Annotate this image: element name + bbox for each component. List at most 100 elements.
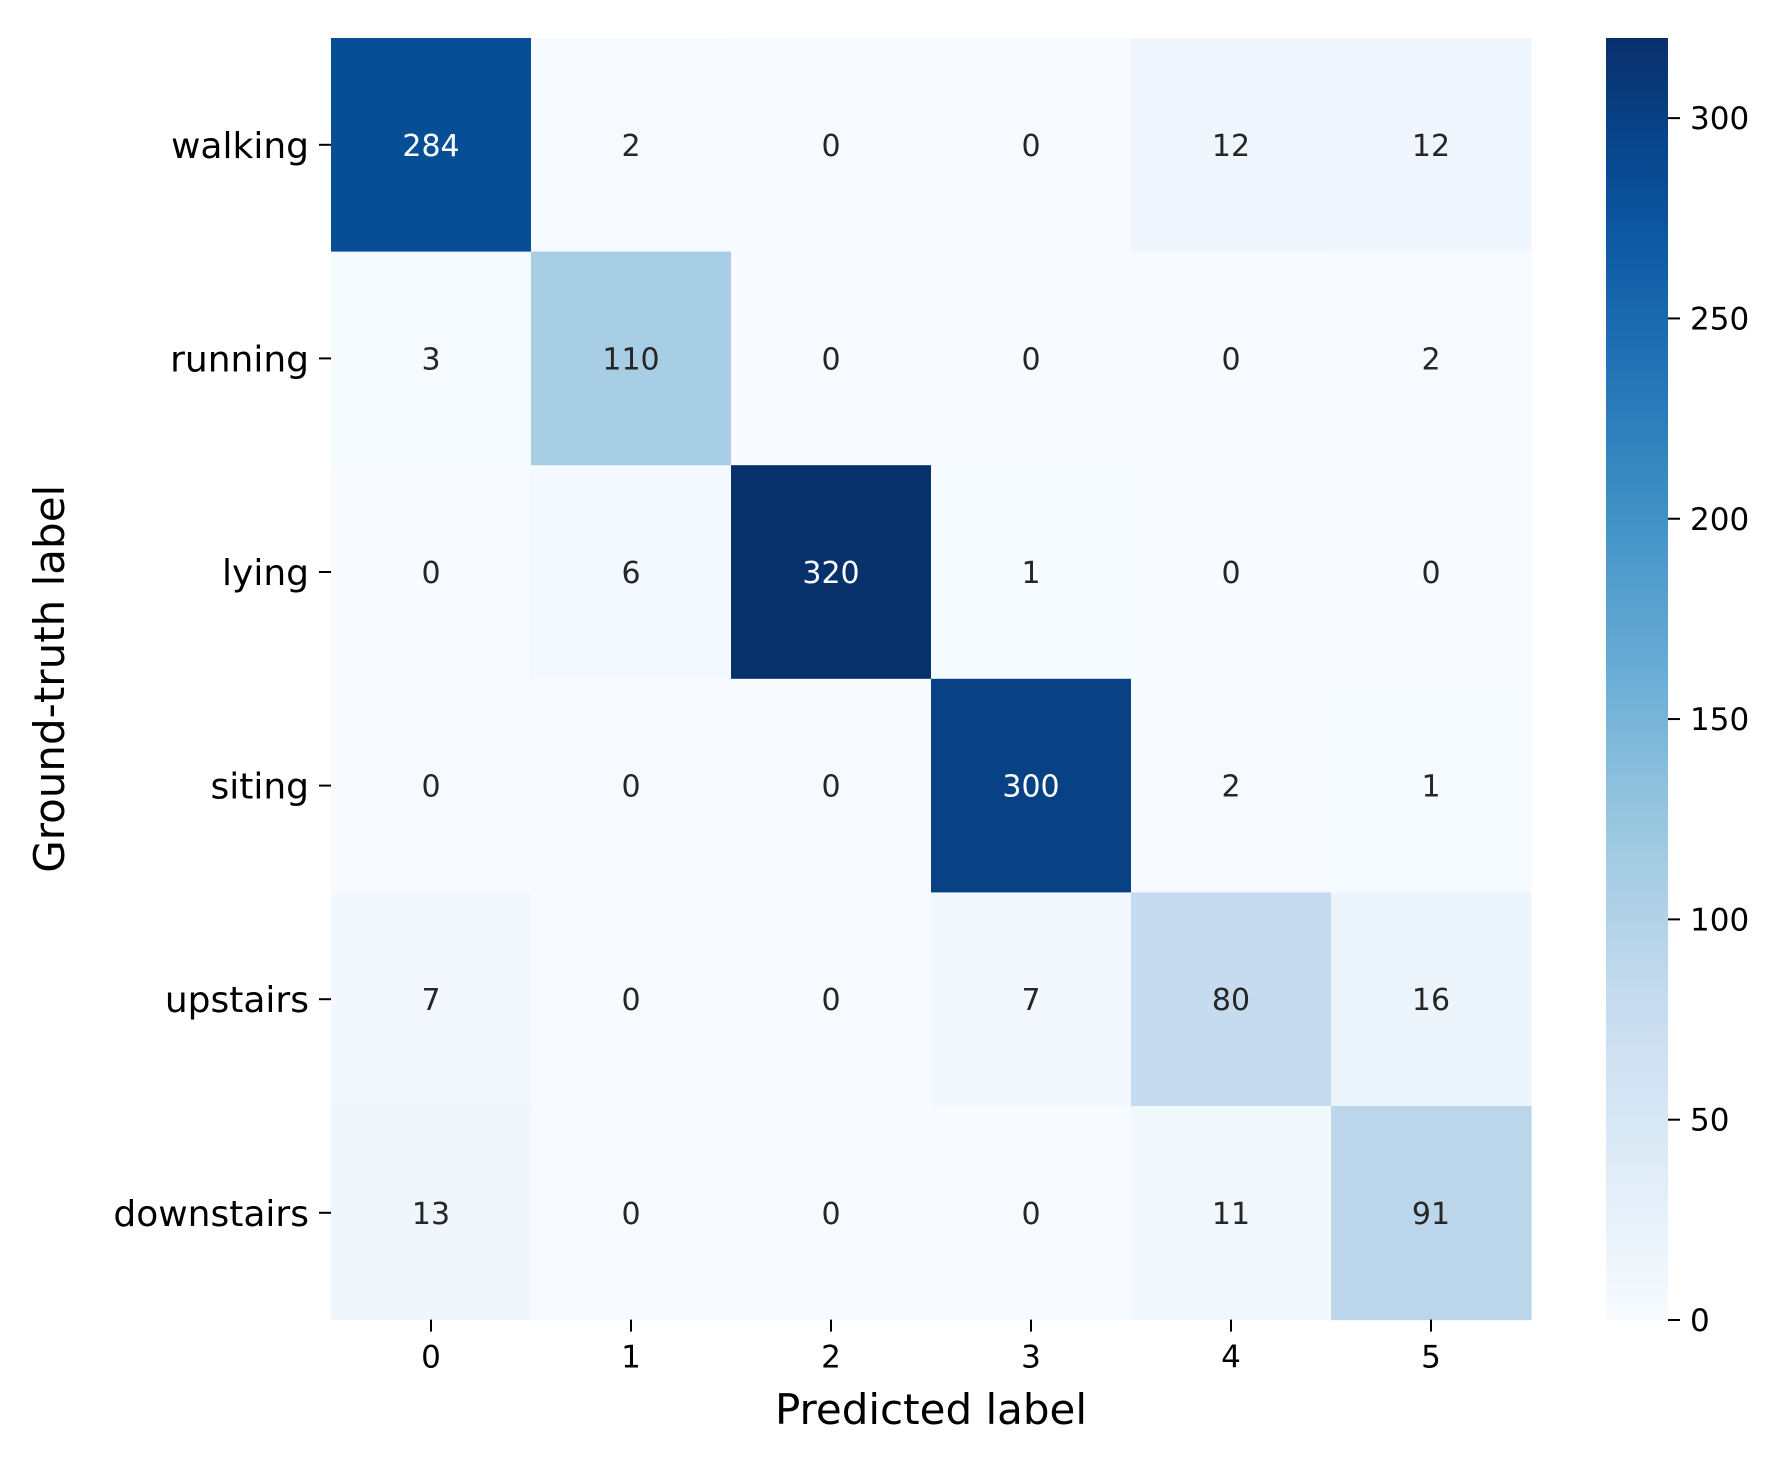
cell-value-label: 0 [821, 983, 840, 1018]
cell-value-label: 0 [821, 1197, 840, 1232]
heatmap-cell [931, 465, 1132, 680]
heatmap-cell [931, 892, 1132, 1107]
cell-value-label: 320 [802, 556, 859, 591]
heatmap-cell [1131, 678, 1332, 893]
heatmap-cell [1331, 38, 1532, 253]
heatmap-cell [731, 678, 932, 893]
cell-value-label: 91 [1412, 1197, 1450, 1232]
heatmap-annotations: 284 2 0 0 12 123 110 0 0 0 20 6 320 1 0 00 0 0 300 2 17 0 0 7 80… [402, 129, 1450, 1232]
colorbar-tick-label: 0 [1690, 1303, 1710, 1339]
cell-value-label: 16 [1412, 983, 1450, 1018]
colorbar-tick-label: 200 [1690, 502, 1749, 538]
heatmap-cell [1331, 678, 1532, 893]
cell-value-label: 0 [621, 770, 640, 805]
x-tick-label: 3 [1021, 1340, 1041, 1376]
cell-value-label: 13 [412, 1197, 450, 1232]
heatmap-cell [931, 1106, 1132, 1321]
cell-value-label: 80 [1212, 983, 1250, 1018]
y-tick-label: lying [222, 553, 309, 594]
cell-value-label: 11 [1212, 1197, 1250, 1232]
heatmap-cell [931, 38, 1132, 253]
x-tick-label: 0 [421, 1340, 441, 1376]
y-axis-ticks: walking running lying siting upstairs downsta… [113, 126, 331, 1235]
heatmap-cell [1131, 251, 1332, 466]
heatmap-cell [731, 892, 932, 1107]
heatmap-cell [931, 251, 1132, 466]
heatmap-cell [531, 465, 732, 680]
heatmap-cell [1131, 1106, 1332, 1321]
heatmap-cell [931, 678, 1132, 893]
heatmap-cell [1131, 892, 1332, 1107]
colorbar-tick-label: 250 [1690, 301, 1749, 337]
heatmap-cell [531, 678, 732, 893]
heatmap-cell [731, 251, 932, 466]
x-tick-label: 1 [621, 1340, 641, 1376]
cell-value-label: 0 [1021, 129, 1040, 164]
heatmap-cell [1131, 38, 1332, 253]
cell-value-label: 12 [1412, 129, 1450, 164]
heatmap-cell [331, 892, 532, 1107]
cell-value-label: 300 [1002, 770, 1059, 805]
x-axis-label: Predicted label [775, 1385, 1087, 1434]
x-tick-label: 5 [1421, 1340, 1441, 1376]
cell-value-label: 0 [1221, 342, 1240, 377]
heatmap-cell [331, 1106, 532, 1321]
colorbar-tick-label: 100 [1690, 902, 1749, 938]
colorbar [1606, 38, 1668, 1320]
heatmap-cell [1331, 1106, 1532, 1321]
cell-value-label: 284 [402, 129, 459, 164]
cell-value-label: 0 [821, 770, 840, 805]
y-tick-label: upstairs [165, 980, 309, 1021]
cell-value-label: 0 [621, 1197, 640, 1232]
heatmap-cells [331, 38, 1532, 1321]
cell-value-label: 2 [1221, 770, 1240, 805]
heatmap-cell [531, 38, 732, 253]
cell-value-label: 0 [1421, 556, 1440, 591]
cell-value-label: 0 [821, 129, 840, 164]
heatmap-cell [331, 678, 532, 893]
heatmap-cell [1331, 465, 1532, 680]
cell-value-label: 12 [1212, 129, 1250, 164]
heatmap-cell [531, 892, 732, 1107]
colorbar-tick-label: 150 [1690, 702, 1749, 738]
cell-value-label: 1 [1421, 770, 1440, 805]
cell-value-label: 2 [621, 129, 640, 164]
colorbar-ticks: 0 50 100 150 200 250 300 [1668, 101, 1749, 1339]
y-tick-label: siting [210, 767, 309, 808]
y-tick-label: downstairs [113, 1194, 309, 1235]
heatmap-cell [331, 251, 532, 466]
cell-value-label: 7 [1021, 983, 1040, 1018]
heatmap-cell [731, 465, 932, 680]
cell-value-label: 0 [1021, 1197, 1040, 1232]
colorbar-tick-label: 50 [1690, 1103, 1729, 1139]
x-tick-label: 4 [1221, 1340, 1241, 1376]
cell-value-label: 0 [621, 983, 640, 1018]
y-axis-label: Ground-truth label [25, 485, 74, 873]
heatmap-cell [1331, 892, 1532, 1107]
cell-value-label: 110 [602, 342, 659, 377]
y-tick-label: walking [171, 126, 309, 167]
cell-value-label: 0 [821, 342, 840, 377]
heatmap-cell [731, 38, 932, 253]
heatmap-cell [531, 251, 732, 466]
cell-value-label: 7 [421, 983, 440, 1018]
heatmap-cell [731, 1106, 932, 1321]
cell-value-label: 0 [1021, 342, 1040, 377]
cell-value-label: 3 [421, 342, 440, 377]
cell-value-label: 0 [421, 556, 440, 591]
heatmap-cell [531, 1106, 732, 1321]
cell-value-label: 0 [1221, 556, 1240, 591]
heatmap-cell [1331, 251, 1532, 466]
x-axis-ticks: 0 1 2 3 4 5 [421, 1319, 1441, 1376]
colorbar-tick-label: 300 [1690, 101, 1749, 137]
x-tick-label: 2 [821, 1340, 841, 1376]
heatmap-cell [331, 465, 532, 680]
heatmap-cell [331, 38, 532, 253]
cell-value-label: 0 [421, 770, 440, 805]
y-tick-label: running [170, 339, 309, 380]
cell-value-label: 6 [621, 556, 640, 591]
cell-value-label: 1 [1021, 556, 1040, 591]
cell-value-label: 2 [1421, 342, 1440, 377]
heatmap-cell [1131, 465, 1332, 680]
